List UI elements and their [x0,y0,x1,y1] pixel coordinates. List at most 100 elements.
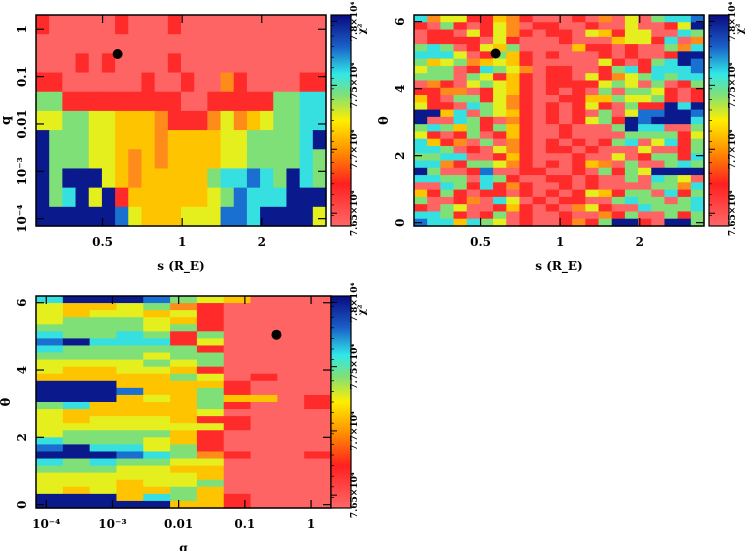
heatmap-cell [677,73,692,82]
heatmap-cell [89,437,118,445]
heatmap-cell [611,29,626,38]
y-tick-label: 0.1 [15,66,29,87]
heatmap-cell [493,15,507,23]
heatmap-cell [427,102,441,111]
heatmap-cell [143,359,171,368]
heatmap-cell [466,29,481,38]
heatmap-cell [611,95,626,103]
heatmap-cell [506,211,521,220]
heatmap-cell [638,15,652,23]
heatmap-cell [651,211,666,220]
colorbar-label: χ² [357,24,368,35]
heatmap-cell [277,331,305,339]
heatmap-cell [677,182,692,191]
heatmap-cell [677,22,692,31]
heatmap-cell [545,95,560,103]
heatmap-cell [143,324,171,332]
heatmap-cell [479,44,494,52]
heatmap-cell [273,53,288,74]
heatmap-cell [170,465,198,474]
heatmap-cell [89,423,118,431]
heatmap-cell [598,160,613,169]
heatmap-cell [128,130,143,150]
y-tick-label: 0.01 [15,109,29,138]
heatmap-cell [62,15,77,35]
heatmap-cell [62,168,77,189]
heatmap-cell [440,65,455,74]
heatmap-cell [453,29,468,38]
heatmap-cell [440,138,455,147]
heatmap-cell [143,373,171,382]
heatmap-cell [414,65,428,74]
heatmap-cell [611,109,626,118]
heatmap-cell [196,409,225,417]
heatmap-cell [143,394,171,403]
heatmap-cell [638,211,652,220]
heatmap-cell [677,15,692,23]
heatmap-cell [143,423,171,431]
heatmap-cell [651,160,666,169]
heatmap-cell [664,204,679,213]
heatmap-cell [453,131,468,140]
heatmap-cell [220,187,235,208]
heatmap-cell [532,29,547,38]
heatmap-cell [250,338,278,347]
heatmap-cell [545,218,560,227]
heatmap-cell [559,80,573,89]
heatmap-cell [170,500,198,509]
heatmap-cell [440,124,455,133]
heatmap-cell [250,465,278,474]
heatmap-cell [273,110,288,131]
heatmap-cell [286,91,301,112]
heatmap-cell [598,153,613,162]
heatmap-cell [36,380,64,389]
heatmap-cell [299,206,314,227]
heatmap-cell [624,124,639,133]
heatmap-cell [277,402,305,410]
colorbar-tick-label: 7.75×10⁴ [350,344,360,390]
heatmap-cell [277,409,305,417]
heatmap-cell [233,110,248,131]
heatmap-cell [143,409,171,417]
heatmap-cell [128,187,143,208]
heatmap-cell [196,500,225,509]
heatmap-cell [36,402,64,410]
heatmap-cell [453,95,468,103]
heatmap-cell [128,149,143,170]
heatmap-cell [312,187,327,208]
y-tick-label: 10⁻⁴ [15,205,29,233]
heatmap-cell [75,15,90,35]
heatmap-cell [304,500,332,509]
heatmap-cell [233,91,248,112]
heatmap-cell [36,310,64,318]
heatmap-cell [611,182,626,191]
heatmap-cell [250,380,278,389]
heatmap-cell [170,451,198,460]
heatmap-cell [299,91,314,112]
heatmap-cell [466,145,481,154]
heatmap-cell [36,338,64,347]
heatmap-cell [141,206,156,227]
heatmap-cell [453,138,468,147]
heatmap-cell [506,36,521,45]
heatmap-cell [664,102,679,111]
heatmap-cell [49,53,63,74]
heatmap-cell [250,373,278,382]
heatmap-cell [651,44,666,52]
heatmap-cell [181,168,195,189]
heatmap-cell [651,51,666,60]
heatmap-cell [116,500,144,509]
heatmap-cell [167,130,182,150]
heatmap-cell [277,303,305,311]
heatmap-cell [532,131,547,140]
heatmap-cell [36,394,64,403]
heatmap-cell [585,175,600,183]
heatmap-cell [440,204,455,213]
colorbar-tick-label: 7.8×10⁴ [350,283,360,323]
heatmap-cell [466,36,481,45]
heatmap-cell [101,15,116,35]
heatmap-cell [89,500,118,509]
heatmap-cell [532,22,547,31]
heatmap-cell [532,116,547,125]
heatmap-cell [101,110,116,131]
